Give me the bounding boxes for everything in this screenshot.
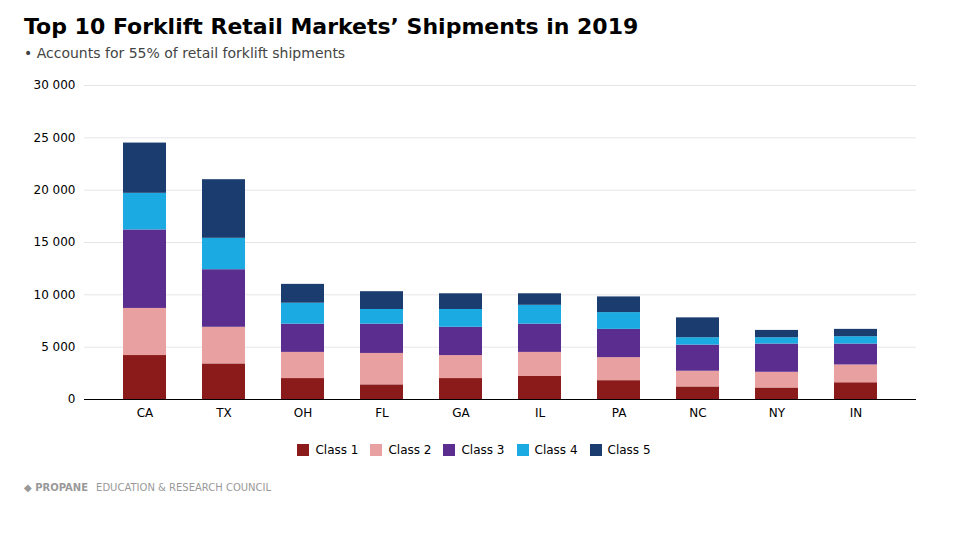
svg-text:NC: NC	[689, 406, 706, 420]
html-text:• Accounts for 55% of retail f: • Accounts for 55% of retail forklift sh…	[24, 45, 346, 61]
svg-text:0: 0	[68, 392, 76, 406]
svg-text:TX: TX	[215, 406, 232, 420]
svg-text:25 000: 25 000	[34, 131, 76, 145]
svg-text:GA: GA	[452, 406, 470, 420]
svg-text:CA: CA	[137, 406, 154, 420]
html-text:Class 5: Class 5	[607, 442, 651, 457]
svg-text:OH: OH	[294, 406, 312, 420]
svg-text:IN: IN	[850, 406, 863, 420]
html-text:EDUCATION & RESEARCH COUNCIL: EDUCATION & RESEARCH COUNCIL	[96, 482, 272, 493]
html-text:Top 10 Forklift Retail Markets: Top 10 Forklift Retail Markets’ Shipment…	[24, 14, 639, 39]
svg-text:IL: IL	[535, 406, 546, 420]
svg-text:NY: NY	[769, 406, 786, 420]
svg-text:FL: FL	[375, 406, 389, 420]
html-text:Class 2: Class 2	[388, 442, 432, 457]
svg-text:5 000: 5 000	[41, 340, 75, 354]
svg-text:15 000: 15 000	[34, 235, 76, 249]
html-text:Class 1: Class 1	[315, 442, 359, 457]
html-text:Class 3: Class 3	[461, 442, 505, 457]
html-text:Class 4: Class 4	[534, 442, 578, 457]
svg-text:10 000: 10 000	[34, 288, 76, 302]
svg-text:20 000: 20 000	[34, 183, 76, 197]
svg-text:PA: PA	[612, 406, 627, 420]
html-text:◆ PROPANE: ◆ PROPANE	[24, 482, 89, 493]
svg-text:30 000: 30 000	[34, 78, 76, 92]
